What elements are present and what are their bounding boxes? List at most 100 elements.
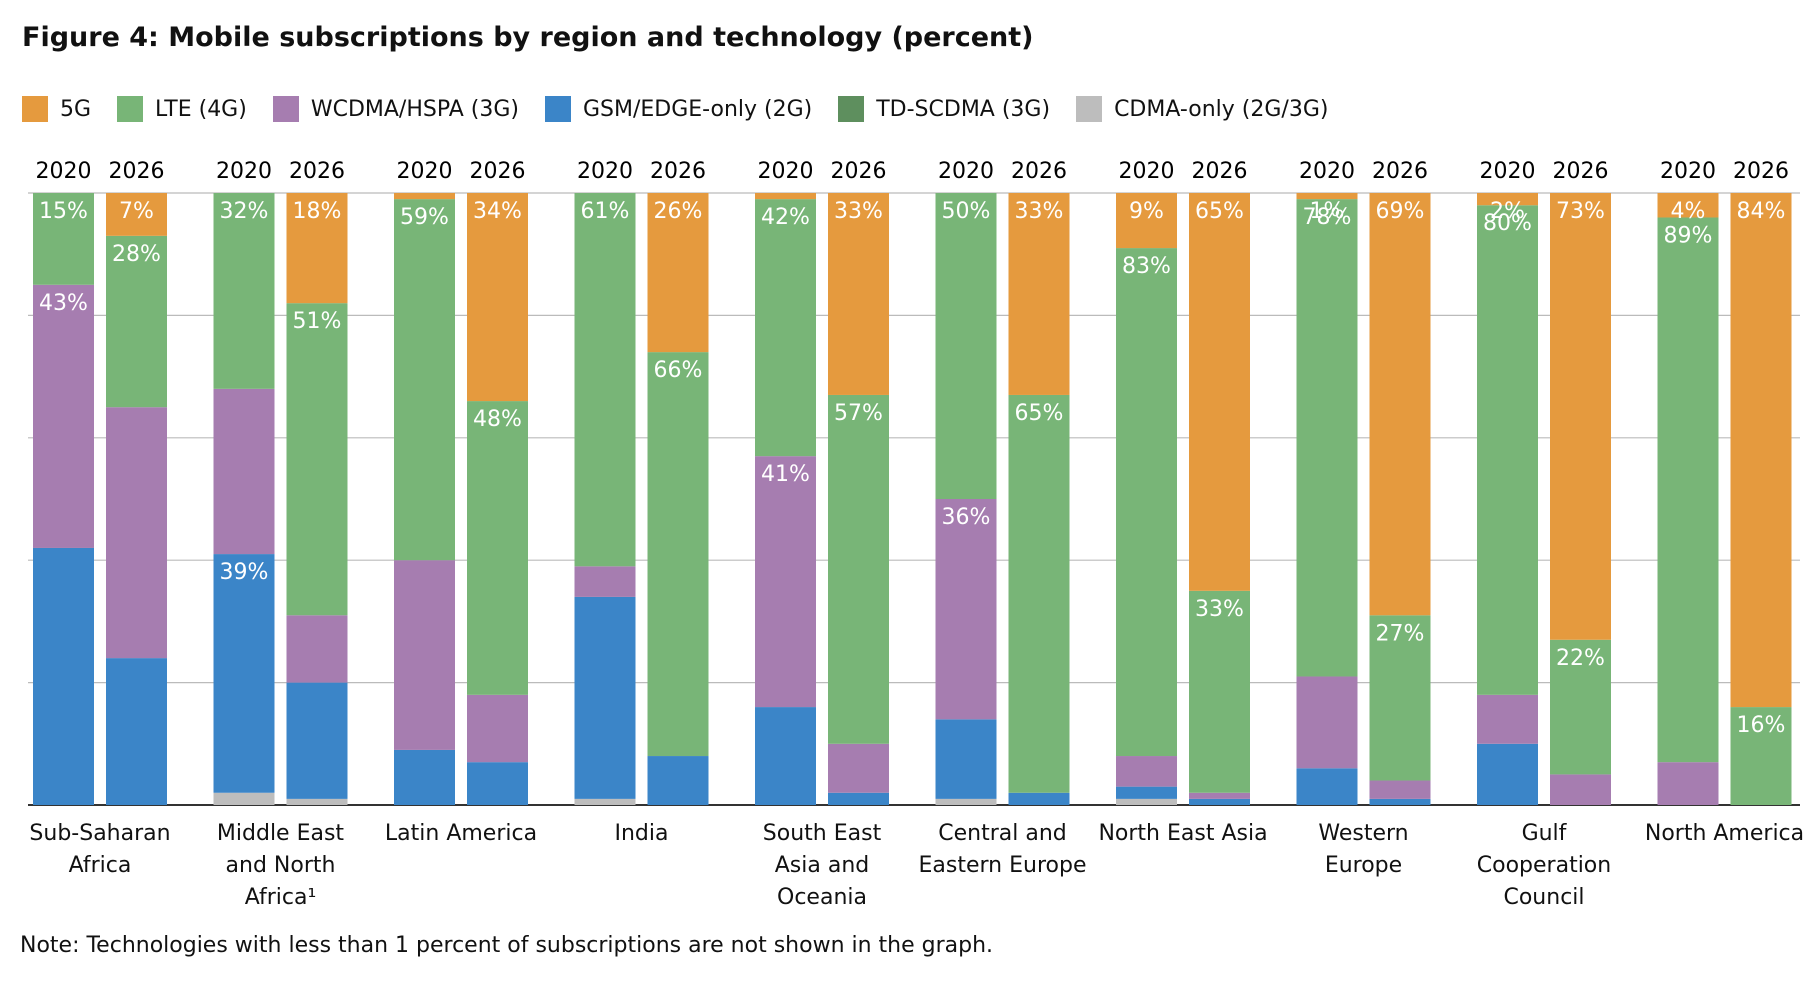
bar-segment	[394, 749, 455, 805]
year-label: 2020	[938, 159, 994, 184]
year-label: 2020	[1299, 159, 1355, 184]
value-label: 34%	[473, 199, 522, 224]
bar-segment	[1296, 676, 1358, 769]
year-label: 2020	[1480, 159, 1536, 184]
bar-segment	[1730, 707, 1792, 805]
value-label: 36%	[942, 505, 991, 530]
value-label: 7%	[119, 199, 154, 224]
bar-segment	[647, 352, 709, 757]
year-label: 2020	[397, 159, 453, 184]
value-label: 41%	[761, 462, 810, 487]
value-label: 89%	[1664, 223, 1713, 248]
bar-segment	[828, 394, 889, 744]
bar-segment	[828, 193, 889, 395]
year-label: 2020	[577, 159, 633, 184]
bar-segment	[467, 401, 528, 695]
bar-segment	[1189, 798, 1250, 805]
legend-swatch	[544, 96, 571, 122]
bar-segment	[213, 388, 275, 555]
bar-segment	[1369, 780, 1431, 799]
region-label: Central and Eastern Europe	[918, 821, 1087, 878]
year-label: 2026	[1372, 159, 1428, 184]
region-label: Middle East and North Africa¹	[216, 821, 345, 910]
value-label: 51%	[293, 309, 342, 334]
bar-segment	[213, 792, 275, 805]
value-label: 61%	[581, 199, 630, 224]
year-label: 2020	[1119, 159, 1175, 184]
legend-item: LTE (4G)	[117, 96, 247, 122]
bar-segment	[106, 235, 167, 408]
value-label: 22%	[1556, 646, 1605, 671]
bar-segment	[828, 792, 889, 805]
region-label: Gulf Cooperation Council	[1476, 821, 1612, 910]
legend-swatch	[838, 96, 865, 122]
bar-segment	[755, 456, 816, 708]
bar-segment	[1116, 786, 1177, 799]
bar-segment	[1477, 193, 1538, 206]
year-label: 2020	[758, 159, 814, 184]
value-label: 83%	[1122, 254, 1171, 279]
year-label: 2020	[36, 159, 92, 184]
region-label: Western Europe	[1318, 821, 1409, 878]
value-label: 28%	[112, 242, 161, 267]
value-label: 2%	[1490, 199, 1525, 224]
value-label: 48%	[473, 407, 522, 432]
value-label: 16%	[1737, 713, 1786, 738]
legend-swatch	[1076, 96, 1103, 122]
value-label: 33%	[1015, 199, 1064, 224]
year-label: 2020	[216, 159, 272, 184]
region-label: India	[614, 821, 669, 846]
bar-segment	[467, 762, 528, 805]
value-label: 32%	[220, 199, 269, 224]
bar-segment	[1550, 639, 1611, 775]
bar-segment	[647, 193, 709, 353]
value-label: 15%	[39, 199, 88, 224]
bar-segment	[755, 193, 816, 200]
year-label: 2026	[650, 159, 706, 184]
bar-segment	[1189, 193, 1250, 591]
value-label: 73%	[1556, 199, 1605, 224]
value-label: 26%	[654, 199, 703, 224]
region-label: North America	[1644, 821, 1805, 846]
legend-item: CDMA-only (2G/3G)	[1076, 96, 1328, 122]
bar-segment	[935, 499, 997, 720]
value-label: 65%	[1195, 199, 1244, 224]
bar-segment	[1369, 193, 1431, 616]
bar-segment	[574, 193, 636, 567]
legend-swatch	[22, 96, 48, 122]
value-label: 84%	[1737, 199, 1786, 224]
legend-label: WCDMA/HSPA (3G)	[310, 96, 519, 122]
legend-swatch	[272, 96, 299, 122]
value-label: 65%	[1015, 401, 1064, 426]
year-label: 2026	[289, 159, 345, 184]
value-label: 18%	[293, 199, 342, 224]
bar-segment	[1008, 394, 1070, 793]
bar-segment	[1369, 798, 1431, 805]
bar-segment	[1550, 193, 1611, 640]
bar-segment	[1296, 768, 1358, 805]
bar-segment	[286, 193, 348, 304]
legend-item: GSM/EDGE-only (2G)	[544, 96, 812, 122]
year-label: 2026	[831, 159, 887, 184]
year-label: 2026	[1192, 159, 1248, 184]
value-label: 9%	[1129, 199, 1164, 224]
bar-segment	[755, 199, 816, 457]
bar-segment	[1477, 743, 1538, 805]
bar-segment	[1008, 792, 1070, 805]
bar-segment	[935, 798, 997, 805]
legend-item: TD-SCDMA (3G)	[838, 96, 1050, 122]
value-label: 33%	[1195, 597, 1244, 622]
value-label: 57%	[834, 401, 883, 426]
bar-segment	[286, 798, 348, 805]
region-label: North East Asia	[1098, 821, 1268, 846]
bar-segment	[1296, 199, 1358, 677]
value-label: 4%	[1671, 199, 1706, 224]
bar-segment	[1116, 798, 1177, 805]
legend: 5G LTE (4G) WCDMA/HSPA (3G) GSM/EDGE-only (…	[22, 96, 1328, 122]
region-label: Latin America	[384, 821, 538, 846]
value-label: 66%	[654, 358, 703, 383]
value-label: 50%	[942, 199, 991, 224]
bar-segment	[394, 193, 455, 200]
